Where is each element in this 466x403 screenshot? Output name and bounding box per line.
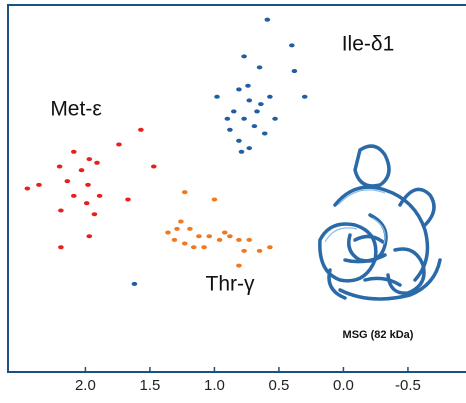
peak	[216, 237, 223, 242]
peak	[221, 230, 228, 235]
peak	[214, 94, 220, 99]
x-tick-label: -0.5	[395, 377, 421, 394]
peak	[261, 131, 268, 136]
peak	[181, 241, 188, 246]
peak	[241, 116, 247, 121]
peak	[246, 98, 253, 103]
peak	[131, 281, 138, 286]
peak	[165, 230, 171, 235]
x-tick-label: 0.0	[333, 377, 354, 394]
x-tick-label: 2.0	[75, 377, 96, 394]
protein-structure-highlight	[324, 189, 386, 245]
peak	[227, 127, 233, 132]
peak	[58, 245, 64, 250]
peak	[258, 102, 264, 107]
x-tick-label: 1.0	[204, 377, 225, 394]
x-tick-label: 1.5	[139, 377, 160, 394]
peak	[171, 237, 178, 242]
peak	[236, 237, 242, 242]
series-label: Thr-γ	[206, 273, 255, 296]
peak	[64, 179, 71, 184]
peak	[196, 234, 202, 239]
plot-frame	[7, 4, 466, 373]
peak	[246, 146, 253, 151]
peak	[256, 65, 263, 70]
peak	[96, 193, 103, 198]
peak	[91, 212, 98, 217]
x-tick-label: 0.5	[268, 377, 289, 394]
peak	[267, 94, 273, 99]
peak	[211, 197, 218, 202]
peak	[83, 201, 90, 206]
annotation: MSG (82 kDa)	[343, 329, 414, 341]
peak	[227, 234, 233, 239]
peak	[70, 149, 77, 154]
peak	[238, 149, 245, 154]
peak	[267, 245, 273, 250]
peak	[58, 208, 64, 213]
peak	[236, 263, 242, 268]
peak	[206, 234, 213, 239]
peak	[138, 127, 144, 132]
peak	[174, 226, 180, 231]
peak	[246, 237, 253, 242]
peak	[264, 17, 271, 22]
peak	[256, 248, 263, 253]
peak	[272, 116, 278, 121]
peak	[236, 138, 242, 143]
peak	[241, 54, 247, 59]
peak	[289, 43, 295, 48]
peak	[187, 226, 193, 231]
peak	[224, 116, 231, 121]
peak	[125, 197, 131, 202]
peak	[178, 219, 184, 224]
peak	[301, 94, 308, 99]
peak	[86, 234, 93, 239]
peak	[116, 142, 122, 147]
peak	[86, 157, 93, 162]
peak	[230, 109, 237, 114]
peak	[251, 124, 258, 129]
peak	[245, 83, 251, 88]
peak	[181, 190, 188, 195]
peak	[241, 248, 247, 253]
peak	[24, 186, 31, 191]
peak	[36, 182, 42, 187]
peak	[236, 87, 242, 92]
peak	[201, 245, 207, 250]
peak	[56, 164, 63, 169]
peak	[85, 182, 91, 187]
peak	[291, 69, 298, 74]
peak	[94, 160, 100, 165]
protein-structure	[318, 144, 442, 301]
series-label: Ile-δ1	[342, 33, 395, 56]
peak	[254, 109, 260, 114]
peak	[190, 245, 197, 250]
peak	[78, 168, 85, 173]
peak	[70, 193, 77, 198]
series-label: Met-ε	[50, 98, 101, 121]
peak	[150, 164, 157, 169]
